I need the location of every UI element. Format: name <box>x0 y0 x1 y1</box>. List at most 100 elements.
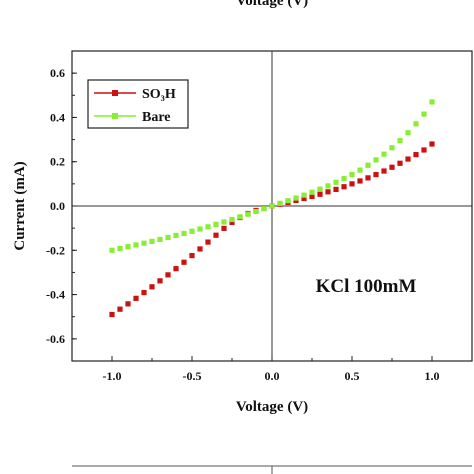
axis-ticks <box>71 50 473 362</box>
data-point <box>381 168 387 174</box>
data-point <box>405 156 411 162</box>
legend-marker <box>112 90 118 96</box>
data-point <box>349 171 355 178</box>
legend-label: Bare <box>142 110 171 125</box>
data-point <box>381 151 387 157</box>
data-point <box>365 162 371 168</box>
data-point <box>197 226 203 232</box>
legend-box <box>87 79 189 129</box>
data-point <box>181 230 187 237</box>
data-point <box>157 236 163 243</box>
condition-annotation: KCl 100mM <box>316 276 417 297</box>
data-point <box>157 278 163 284</box>
y-tick-label: 0.6 <box>50 66 65 80</box>
data-point <box>221 219 227 225</box>
y-tick-label: 0.4 <box>50 110 65 124</box>
x-tick-label: 0.0 <box>265 369 280 383</box>
data-point <box>333 186 339 192</box>
axis-tick-labels: -1.0 -0.5 0.0 0.5 1.0 -0.6 -0.4 -0.2 0.0 0.2 0.4 0.… <box>46 66 440 383</box>
y-tick-label: -0.4 <box>46 288 65 302</box>
data-point <box>301 192 307 198</box>
data-point <box>237 214 243 220</box>
data-point <box>213 232 219 238</box>
data-point <box>141 240 147 246</box>
x-tick-label: 1.0 <box>425 369 440 383</box>
data-point <box>133 295 139 301</box>
data-point <box>317 191 323 197</box>
data-point <box>221 225 227 231</box>
data-point <box>429 141 435 147</box>
data-point <box>125 244 131 250</box>
data-point <box>309 189 315 195</box>
x-tick-label: 0.5 <box>345 369 360 383</box>
data-point <box>413 152 419 158</box>
data-point <box>373 157 379 163</box>
data-point <box>333 179 339 185</box>
data-point <box>397 138 403 144</box>
data-point <box>117 245 123 252</box>
data-point <box>325 183 331 189</box>
y-tick-label: 0.0 <box>50 199 65 213</box>
data-point <box>277 200 283 206</box>
data-series <box>109 99 435 318</box>
data-point <box>213 221 219 227</box>
data-point <box>389 145 395 151</box>
series-bare <box>109 99 435 253</box>
x-tick-label: -0.5 <box>183 369 202 383</box>
data-point <box>173 232 179 239</box>
data-point <box>109 311 115 318</box>
data-point <box>133 242 139 248</box>
data-point <box>397 160 403 166</box>
legend-label: SO₃H <box>142 87 176 102</box>
y-tick-label: -0.2 <box>46 243 65 257</box>
data-point <box>301 195 307 202</box>
data-point <box>285 198 291 204</box>
data-point <box>141 289 147 296</box>
data-point <box>189 228 195 234</box>
y-tick-label: 0.2 <box>50 155 65 169</box>
data-point <box>181 259 187 265</box>
data-point <box>389 164 395 170</box>
data-point <box>229 216 235 223</box>
data-point <box>357 178 363 184</box>
data-point <box>429 99 435 105</box>
data-point <box>341 175 347 182</box>
data-point <box>165 234 171 241</box>
data-point <box>325 189 331 195</box>
data-point <box>405 130 411 136</box>
data-point <box>245 211 251 217</box>
data-point <box>205 239 211 245</box>
data-point <box>125 301 131 307</box>
data-point <box>293 195 299 201</box>
legend: SO₃H Bare <box>87 79 189 129</box>
data-point <box>229 219 235 225</box>
data-point <box>341 184 347 190</box>
data-point <box>309 193 315 200</box>
data-point <box>189 253 195 259</box>
data-point <box>349 181 355 187</box>
data-point <box>373 171 379 178</box>
y-tick-label: -0.6 <box>46 332 65 346</box>
data-point <box>165 272 171 278</box>
data-point <box>269 203 275 209</box>
data-point <box>109 247 115 253</box>
x-tick-label: -1.0 <box>103 369 122 383</box>
data-point <box>421 147 427 153</box>
data-point <box>149 238 155 245</box>
data-point <box>117 306 123 312</box>
data-point <box>253 208 259 215</box>
data-point <box>357 167 363 173</box>
cropped-top-axis-title: Voltage (V) <box>236 0 308 9</box>
legend-marker <box>112 113 118 119</box>
data-point <box>413 121 419 127</box>
x-axis-title: Voltage (V) <box>236 399 308 415</box>
data-point <box>365 175 371 181</box>
data-point <box>173 266 179 272</box>
y-axis-title: Current (mA) <box>12 161 28 250</box>
data-point <box>421 111 427 117</box>
data-point <box>205 224 211 230</box>
data-point <box>197 246 203 252</box>
data-point <box>261 206 267 212</box>
data-point <box>317 186 323 192</box>
